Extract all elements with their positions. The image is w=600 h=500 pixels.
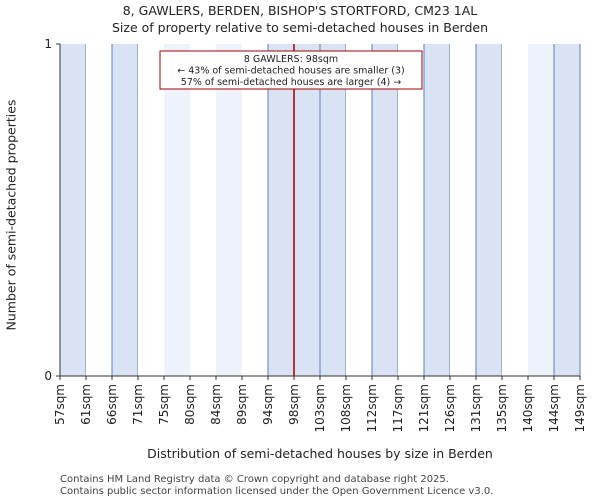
bar [294, 44, 320, 376]
bar [424, 44, 450, 376]
chart-subtitle: Size of property relative to semi-detach… [111, 20, 488, 35]
x-tick-label: 149sqm [573, 384, 587, 432]
bin-background [164, 44, 190, 376]
x-tick-label: 103sqm [313, 384, 327, 432]
y-axis-label: Number of semi-detached properties [3, 99, 19, 331]
x-tick-label: 98sqm [287, 384, 301, 425]
x-tick-label: 66sqm [105, 384, 119, 425]
x-tick-label: 94sqm [261, 384, 275, 425]
bar [60, 44, 86, 376]
bin-background [138, 44, 164, 376]
x-tick-label: 135sqm [495, 384, 509, 432]
bar [476, 44, 502, 376]
x-tick-label: 89sqm [235, 384, 249, 425]
chart-title: 8, GAWLERS, BERDEN, BISHOP'S STORTFORD, … [122, 3, 478, 18]
annotation-line: 57% of semi-detached houses are larger (… [181, 77, 401, 88]
x-tick-label: 121sqm [417, 384, 431, 432]
x-tick-label: 144sqm [547, 384, 561, 432]
bin-background [346, 44, 372, 376]
annotation-line: 8 GAWLERS: 98sqm [244, 54, 338, 65]
bar [320, 44, 346, 376]
x-tick-label: 75sqm [157, 384, 171, 425]
x-tick-label: 112sqm [365, 384, 379, 432]
bar [372, 44, 398, 376]
y-tick-label: 1 [44, 37, 52, 51]
bin-background [528, 44, 554, 376]
bin-background [86, 44, 112, 376]
bar [268, 44, 294, 376]
bar [554, 44, 580, 376]
bin-background [450, 44, 476, 376]
x-tick-label: 108sqm [339, 384, 353, 432]
bin-background [502, 44, 528, 376]
y-tick-label: 0 [44, 369, 52, 383]
x-tick-label: 80sqm [183, 384, 197, 425]
x-axis-label: Distribution of semi-detached houses by … [147, 446, 493, 461]
x-tick-label: 140sqm [521, 384, 535, 432]
x-tick-label: 117sqm [391, 384, 405, 432]
bin-background [398, 44, 424, 376]
footer-line-2: Contains public sector information licen… [60, 486, 494, 497]
bin-background [190, 44, 216, 376]
x-tick-label: 61sqm [79, 384, 93, 425]
annotation-line: ← 43% of semi-detached houses are smalle… [177, 66, 405, 77]
bin-background [242, 44, 268, 376]
x-tick-label: 126sqm [443, 384, 457, 432]
annotation-box [159, 50, 423, 90]
x-tick-label: 57sqm [53, 384, 67, 425]
footer-line-1: Contains HM Land Registry data © Crown c… [60, 474, 449, 485]
bin-background [216, 44, 242, 376]
x-tick-label: 131sqm [469, 384, 483, 432]
bar [112, 44, 138, 376]
x-tick-label: 71sqm [131, 384, 145, 425]
x-tick-label: 84sqm [209, 384, 223, 425]
